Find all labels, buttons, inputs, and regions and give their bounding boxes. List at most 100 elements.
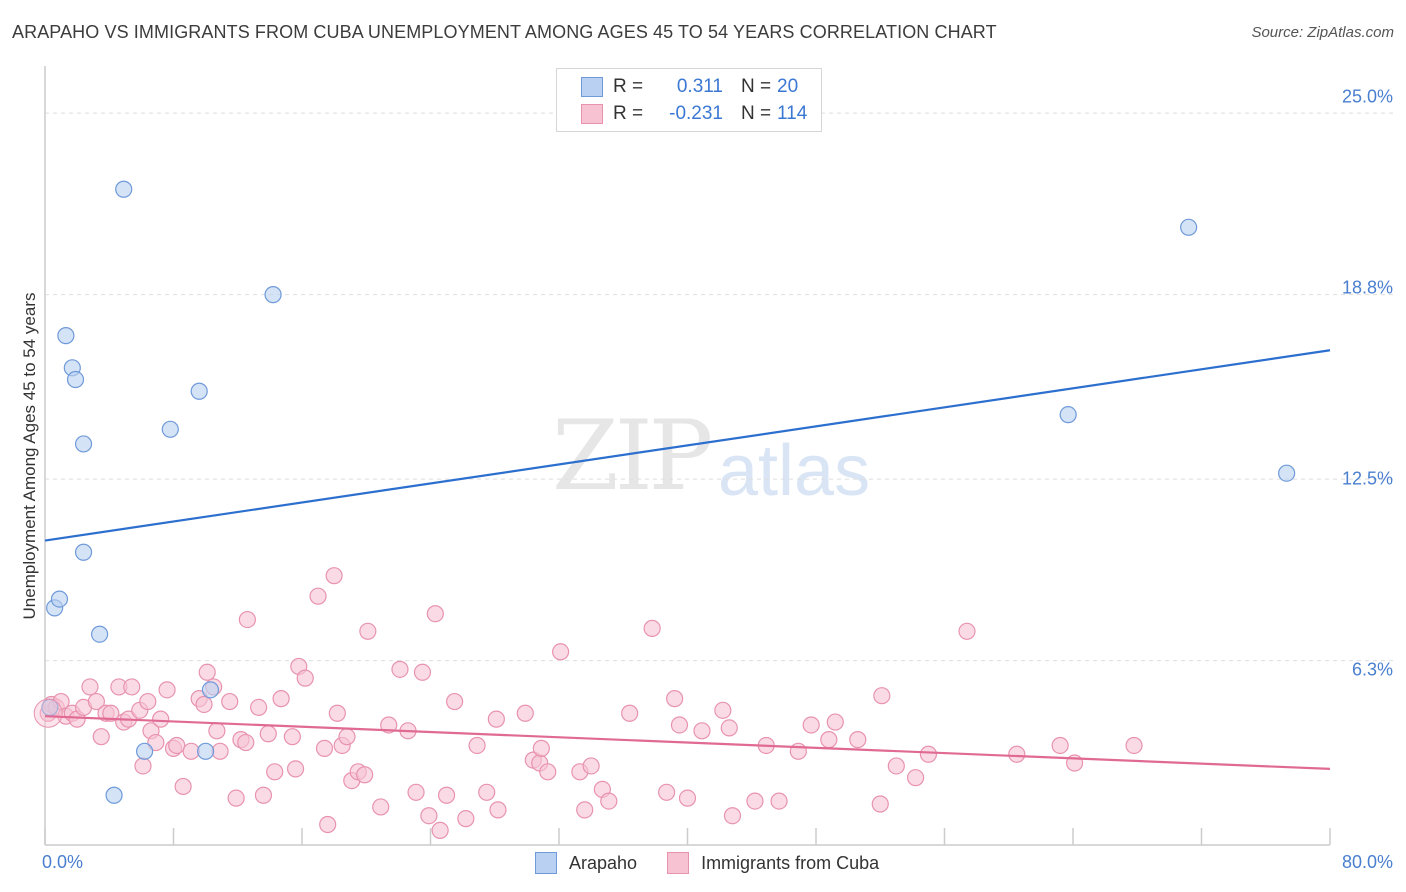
arapaho-point [74,435,93,453]
cuba-point [487,710,505,728]
cuba-point [1051,736,1069,755]
cuba-point [309,587,327,605]
cuba-point [678,789,697,807]
cuba-point [87,692,106,711]
legend-item-arapaho[interactable]: Arapaho [535,852,637,874]
cuba-point [532,739,550,757]
cuba-point [208,722,226,740]
arapaho-point [1278,464,1296,482]
arapaho-point [201,681,220,699]
cuba-point [319,815,337,834]
arapaho-point [74,543,93,561]
cuba-point [147,733,165,752]
n-label: N = [741,76,772,97]
arapaho-point [57,327,75,345]
cuba-point [670,716,689,734]
cuba-point [413,663,432,681]
cuba-point [426,605,444,623]
cuba-point [250,698,268,717]
cuba-point [380,716,398,734]
r-label: R = [613,103,644,124]
cuba-point [356,766,374,784]
cuba-point [296,669,314,687]
cuba-point [873,687,891,705]
legend-row-cuba: R = -0.231 N = 114 [557,100,807,128]
r-label: R = [613,76,644,97]
cuba-point [237,733,255,752]
cuba-point [152,710,170,728]
cuba-point [693,722,711,740]
cuba-point [174,777,192,796]
cuba-point [259,725,277,743]
arapaho-point [197,742,215,760]
cuba-point [221,692,239,711]
n-label: N = [741,103,772,124]
cuba-point [906,769,925,787]
cuba-point [516,704,534,722]
r-value: 0.311 [676,76,723,97]
cuba-point [871,795,889,813]
cuba-point [168,736,186,755]
cuba-point [437,786,456,804]
cuba-point [338,728,356,746]
correlation-legend: R = 0.311 N = 20 R = -0.231 N = 114 [556,68,822,132]
cuba-point [826,713,844,731]
y-tick-label: 12.5% [1341,468,1393,489]
cuba-point [789,742,807,760]
cuba-point [391,660,409,678]
cuba-point [195,695,213,714]
cuba-point [802,716,820,734]
cuba-point [431,821,449,839]
arapaho-point [115,180,133,198]
cuba-point [272,690,290,708]
cuba-point [770,792,788,810]
cuba-point [958,622,976,640]
cuba-point [123,678,141,696]
x-tick-label-min: 0.0% [42,852,84,872]
cuba-point [746,792,764,810]
cuba-point [328,704,346,722]
cuba-point [723,807,742,825]
cuba-point [919,745,938,763]
y-axis-label: Unemployment Among Ages 45 to 54 years [20,292,39,620]
arapaho-trend-line [44,349,1331,542]
legend-swatch-blue [581,77,603,97]
watermark-atlas: atlas [718,431,871,511]
cuba-point [539,763,557,781]
arapaho-point [161,420,179,438]
cuba-point [92,728,110,746]
arapaho-point [50,590,69,608]
arapaho-point [105,786,123,804]
cuba-point [134,757,152,775]
cuba-point [325,567,343,585]
cuba-point [849,731,867,749]
chart-title: ARAPAHO VS IMMIGRANTS FROM CUBA UNEMPLOY… [12,22,997,42]
arapaho-point [66,370,85,389]
cuba-point [420,807,438,825]
cuba-point [489,801,507,819]
legend-row-arapaho: R = 0.311 N = 20 [557,73,798,101]
cuba-point [582,757,600,775]
cuba-point [211,742,229,760]
arapaho-point [264,286,282,304]
cuba-point [182,742,200,760]
cuba-point [238,610,256,629]
cuba-point [1008,745,1026,763]
watermark-zip: ZIP [552,400,713,512]
cuba-point [445,692,464,711]
y-tick-label: 6.3% [1351,659,1393,680]
cuba-point-cluster [33,698,63,728]
cuba-point [720,719,738,737]
legend-swatch-pink [667,852,690,874]
arapaho-point [1059,406,1077,424]
cuba-point [887,757,905,775]
arapaho-point [91,625,109,643]
cuba-point [820,731,838,749]
cuba-point [457,810,475,828]
legend-item-cuba[interactable]: Immigrants from Cuba [667,852,879,874]
cuba-point [81,678,99,696]
cuba-point [407,783,425,801]
cuba-point [643,619,661,637]
cuba-point [286,760,305,778]
